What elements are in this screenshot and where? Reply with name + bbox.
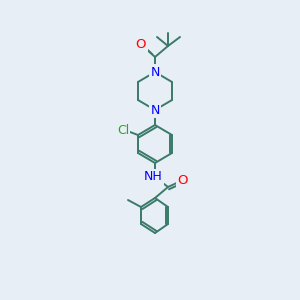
Text: O: O (136, 38, 146, 50)
Text: NH: NH (144, 170, 162, 184)
Text: N: N (150, 65, 160, 79)
Text: Cl: Cl (117, 124, 129, 136)
Text: O: O (178, 173, 188, 187)
Text: N: N (150, 103, 160, 116)
